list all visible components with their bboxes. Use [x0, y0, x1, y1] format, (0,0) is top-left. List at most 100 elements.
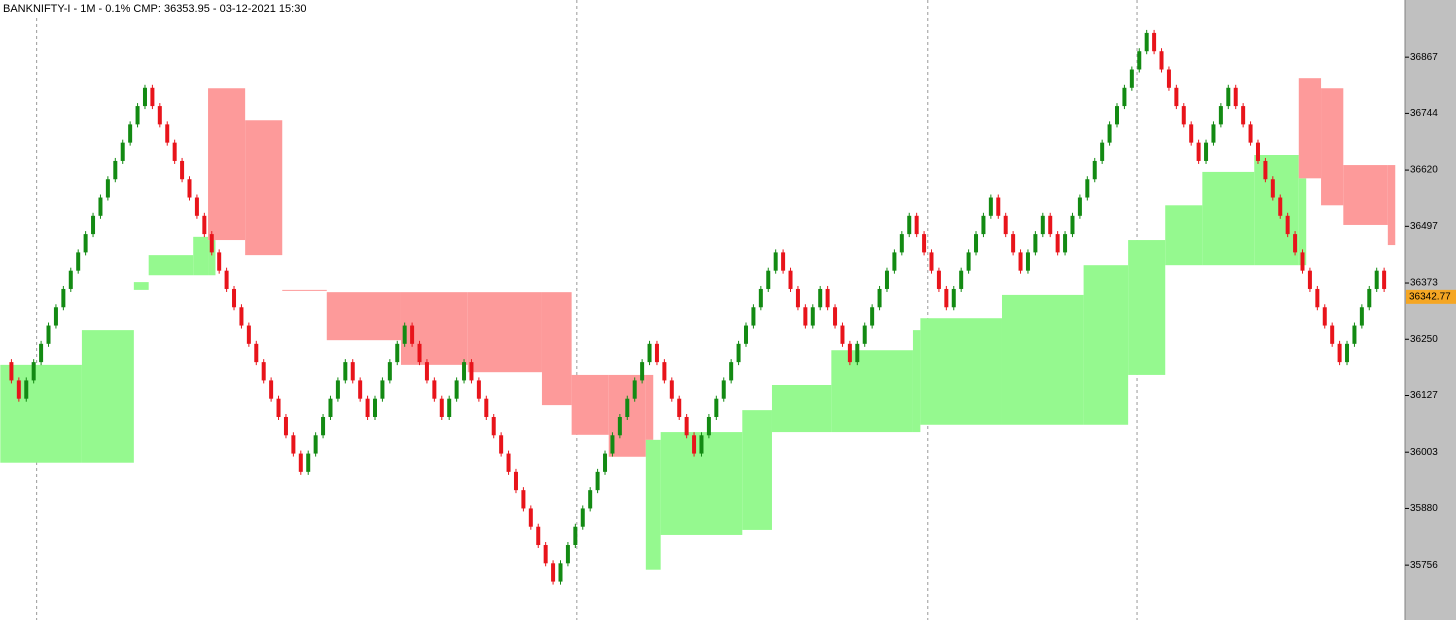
brick — [157, 106, 162, 125]
brick — [1077, 197, 1082, 216]
brick — [773, 252, 778, 271]
brick — [951, 288, 956, 308]
brick — [1144, 32, 1149, 52]
band-segment — [912, 330, 921, 433]
brick — [1003, 215, 1008, 235]
brick — [974, 234, 979, 253]
brick — [944, 288, 949, 308]
brick — [373, 398, 377, 417]
brick — [365, 398, 370, 417]
brick — [1315, 288, 1320, 308]
y-tick-label: 36867 — [1410, 52, 1438, 63]
band-segment — [1298, 78, 1322, 179]
y-tick-label: 36003 — [1410, 447, 1438, 458]
brick — [506, 453, 511, 472]
band-segment — [1321, 88, 1344, 206]
band-segment — [645, 374, 654, 440]
last-price-label: 36342.77 — [1409, 291, 1451, 302]
brick — [959, 270, 964, 289]
band-segment — [1343, 165, 1388, 225]
brick — [209, 234, 214, 253]
y-tick-label: 36744 — [1410, 108, 1438, 119]
brick — [1218, 106, 1223, 125]
brick — [1100, 142, 1105, 161]
brick — [1115, 106, 1119, 125]
brick — [1226, 87, 1231, 107]
brick — [1204, 142, 1209, 161]
band-segment — [742, 410, 772, 530]
brick — [551, 563, 556, 582]
brick — [68, 270, 73, 289]
y-tick-label: 36373 — [1410, 278, 1438, 289]
brick — [795, 288, 800, 308]
brick — [246, 325, 251, 344]
brick — [677, 398, 682, 417]
brick — [395, 343, 400, 363]
brick — [1241, 106, 1246, 125]
brick — [862, 325, 867, 344]
brick — [491, 416, 496, 436]
brick — [640, 362, 645, 381]
brick — [105, 179, 110, 198]
band-segment — [245, 120, 283, 256]
brick — [825, 288, 830, 308]
brick — [603, 453, 608, 472]
brick — [120, 142, 125, 161]
brick — [647, 343, 652, 363]
band-segment — [1202, 171, 1255, 266]
brick — [758, 288, 763, 308]
y-tick-label: 36127 — [1410, 390, 1438, 401]
brick — [907, 215, 912, 235]
brick — [24, 380, 29, 399]
brick — [1085, 179, 1090, 198]
brick — [1063, 234, 1068, 253]
brick — [966, 252, 971, 271]
brick — [1152, 32, 1157, 52]
brick — [1367, 288, 1372, 308]
brick — [588, 490, 593, 509]
brick — [98, 197, 103, 216]
band-segment — [1298, 178, 1307, 266]
brick — [1352, 325, 1357, 344]
brick — [1263, 160, 1268, 180]
band-segment — [326, 292, 401, 341]
band-segment — [208, 240, 216, 276]
brick — [929, 252, 934, 271]
brick — [194, 197, 199, 216]
brick — [1189, 124, 1194, 143]
brick — [165, 124, 170, 143]
brick — [528, 508, 533, 527]
band-segment — [541, 292, 572, 406]
brick — [276, 398, 281, 417]
band-segment — [193, 236, 209, 276]
brick — [714, 398, 719, 417]
brick — [16, 380, 21, 399]
brick — [922, 234, 927, 253]
brick — [877, 288, 882, 308]
band-segment — [1165, 205, 1203, 266]
brick — [261, 362, 266, 381]
brick — [840, 325, 845, 344]
band-segment — [1083, 265, 1129, 425]
brick — [350, 362, 355, 381]
chart-title: BANKNIFTY-I - 1M - 0.1% CMP: 36353.95 - … — [3, 3, 306, 15]
band-segment — [208, 88, 246, 241]
brick — [269, 380, 274, 399]
band-segment — [81, 330, 134, 463]
band-segment — [148, 255, 194, 276]
band-segment — [467, 292, 542, 373]
brick — [892, 252, 897, 271]
brick — [513, 471, 518, 491]
brick — [1255, 142, 1260, 161]
brick — [232, 288, 237, 308]
brick — [1159, 51, 1164, 70]
brick — [669, 380, 674, 399]
brick — [721, 380, 726, 399]
y-tick-label: 35756 — [1410, 560, 1438, 571]
brick — [61, 288, 66, 308]
brick — [1107, 124, 1112, 143]
band-segment — [133, 282, 149, 290]
brick — [135, 106, 140, 125]
brick — [558, 563, 563, 582]
last-price-box — [1406, 289, 1456, 304]
